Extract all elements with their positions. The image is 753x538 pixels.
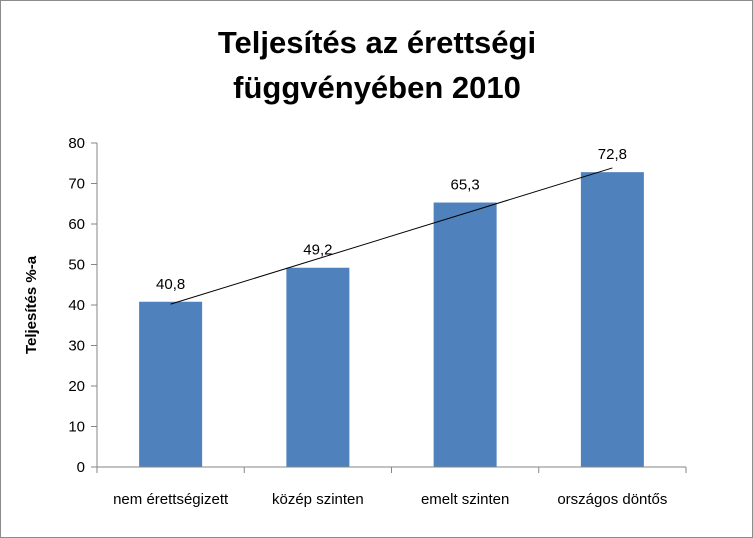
y-tick-label: 10 xyxy=(68,419,85,436)
bar-1 xyxy=(139,301,203,467)
y-tick-label: 30 xyxy=(68,338,85,355)
bar-2 xyxy=(286,267,350,467)
x-category-label: nem érettségizett xyxy=(113,491,229,508)
y-axis-label: Teljesítés %-a xyxy=(23,255,40,354)
chart-title-line-1: Teljesítés az érettségi xyxy=(218,25,536,60)
y-tick-label: 60 xyxy=(68,216,85,233)
data-label-1: 40,8 xyxy=(156,276,185,293)
x-category-label: emelt szinten xyxy=(421,491,509,508)
y-tick-label: 70 xyxy=(68,176,85,193)
bar-3 xyxy=(433,202,497,467)
data-label-3: 65,3 xyxy=(451,177,480,194)
data-label-2: 49,2 xyxy=(303,242,332,259)
data-label-4: 72,8 xyxy=(598,146,627,163)
x-category-label: országos döntős xyxy=(557,491,667,508)
y-tick-label: 80 xyxy=(68,135,85,152)
trendline xyxy=(170,167,613,305)
y-tick-label: 50 xyxy=(68,257,85,274)
y-tick-label: 20 xyxy=(68,378,85,395)
y-tick-label: 40 xyxy=(68,297,85,314)
y-tick-label: 0 xyxy=(77,459,85,476)
chart-title-line-2: függvényében 2010 xyxy=(233,70,521,105)
x-category-label: közép szinten xyxy=(272,491,364,508)
bar-4 xyxy=(580,172,644,467)
